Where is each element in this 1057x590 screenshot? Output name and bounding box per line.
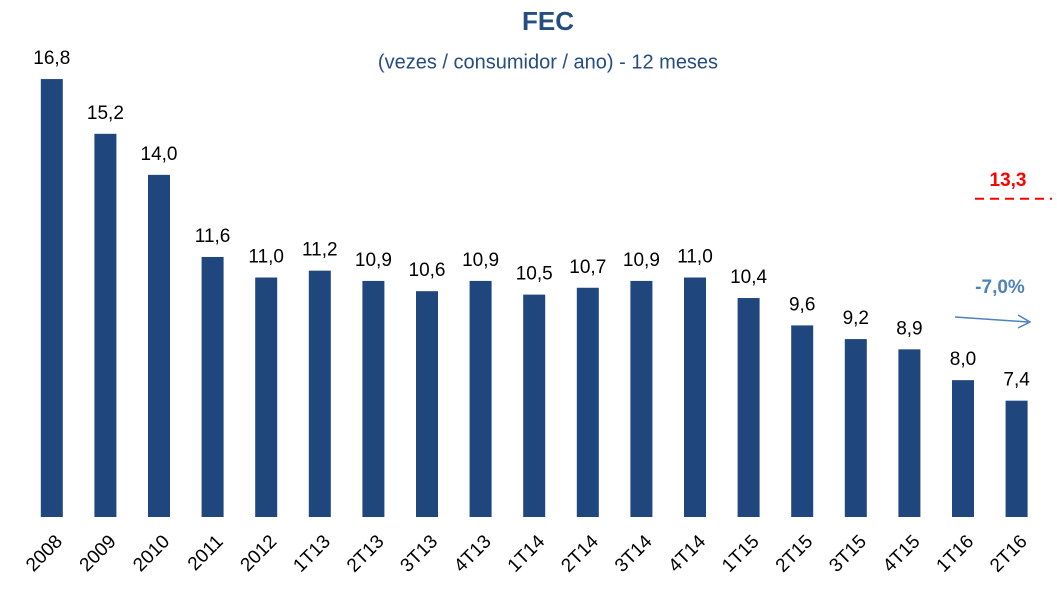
chart-subtitle: (vezes / consumidor / ano) - 12 meses [378,51,718,73]
bar [308,270,331,517]
data-label: 11,0 [677,247,713,268]
x-tick-label: 4T14 [665,531,711,577]
bar [201,256,224,517]
bar [1005,400,1028,517]
data-label: 16,8 [33,48,70,69]
bar [94,133,117,518]
bar [630,280,653,517]
data-label: 8,9 [896,318,922,339]
trend-arrow-head [1017,314,1032,329]
data-label: 11,0 [248,247,284,268]
bar [255,277,278,517]
data-label: 10,9 [462,250,499,271]
x-tick-label: 3T15 [825,531,870,576]
bar [148,174,170,517]
bar [898,349,921,517]
bar [844,339,867,517]
bar [952,380,974,517]
bar [576,287,599,517]
bar [40,79,63,518]
data-label: 10,7 [569,257,606,278]
bar [362,280,385,517]
annotation: -7,0% [975,277,1025,298]
data-label: 9,2 [843,308,869,329]
trend-arrow [954,316,1029,323]
x-tick-label: 2012 [237,531,282,576]
x-tick-label: 2008 [22,531,67,576]
data-label: 10,9 [355,250,392,271]
x-tick-label: 1T13 [289,531,334,576]
reference-label: 13,3 [990,170,1027,191]
bar [416,291,438,517]
x-tick-label: 2011 [184,531,228,575]
data-label: 7,4 [1003,370,1030,391]
chart-title: FEC [522,6,574,36]
x-tick-label: 2010 [129,531,174,576]
x-tick-label: 2T15 [772,531,817,576]
x-tick-label: 3T14 [611,531,657,577]
data-label: 11,6 [195,226,231,247]
x-tick-label: 2009 [76,531,121,576]
x-tick-label: 1T16 [933,531,978,576]
x-tick-label: 2T16 [986,531,1031,576]
x-tick-label: 2T13 [343,531,388,576]
bar [469,280,492,517]
bar [737,298,760,517]
bar [523,294,546,517]
x-tick-label: 4T13 [450,531,495,576]
data-label: 8,0 [950,349,976,370]
x-tick-label: 4T15 [879,531,924,576]
bar [791,325,814,517]
x-tick-label: 3T13 [397,531,442,576]
x-tick-label: 2T14 [557,531,603,577]
data-label: 10,5 [516,264,553,285]
data-label: 10,9 [623,250,660,271]
data-label: 10,4 [730,267,767,288]
x-tick-label: 1T15 [718,531,763,576]
data-label: 11,2 [302,240,338,261]
data-label: 9,6 [789,294,815,315]
x-tick-label: 1T14 [504,531,550,577]
data-label: 14,0 [141,144,178,165]
data-label: 15,2 [87,103,124,124]
data-label: 10,6 [409,260,446,281]
bar [684,277,706,517]
